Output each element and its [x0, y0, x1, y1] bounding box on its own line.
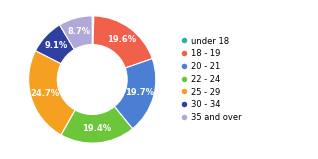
Wedge shape — [29, 51, 75, 135]
Wedge shape — [36, 25, 74, 64]
Text: 24.7%: 24.7% — [31, 89, 59, 98]
Legend: under 18, 18 - 19, 20 - 21, 22 - 24, 25 - 29, 30 - 34, 35 and over: under 18, 18 - 19, 20 - 21, 22 - 24, 25 … — [182, 37, 241, 122]
Text: 8.7%: 8.7% — [67, 28, 91, 36]
Text: 9.1%: 9.1% — [45, 41, 68, 50]
Wedge shape — [61, 107, 133, 143]
Wedge shape — [60, 16, 92, 49]
Wedge shape — [93, 16, 152, 68]
Text: 19.6%: 19.6% — [107, 35, 136, 44]
Text: 19.4%: 19.4% — [82, 124, 111, 133]
Wedge shape — [114, 59, 156, 129]
Text: 19.7%: 19.7% — [125, 88, 154, 97]
Wedge shape — [92, 16, 94, 45]
